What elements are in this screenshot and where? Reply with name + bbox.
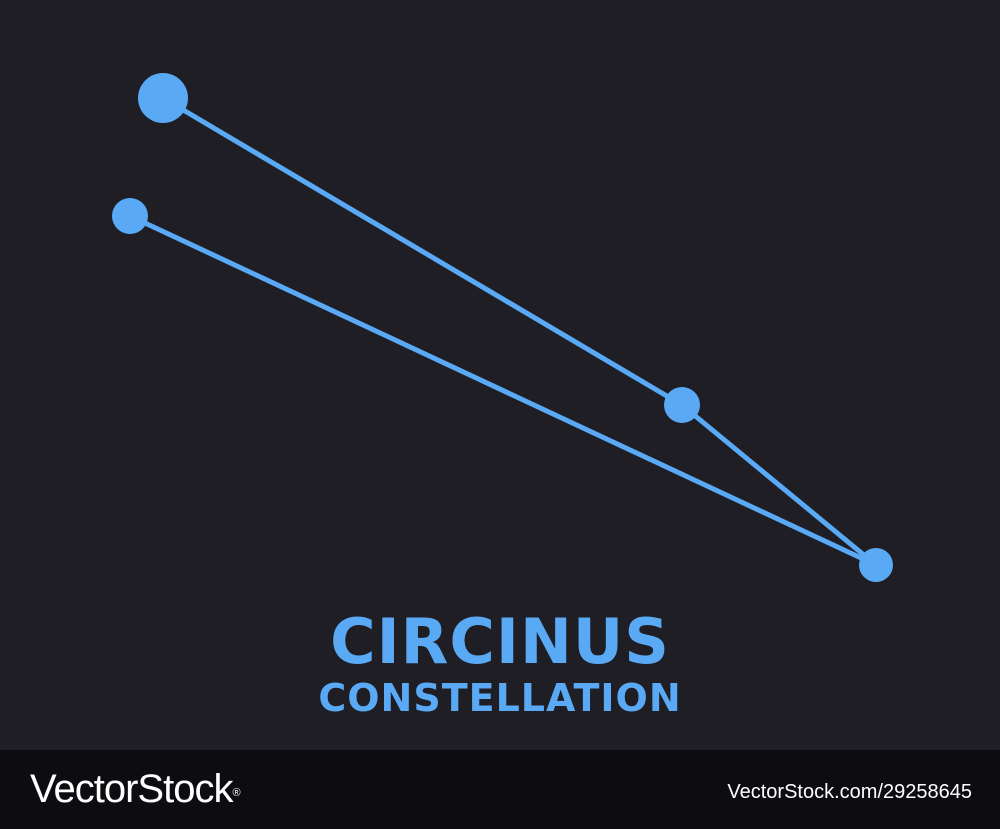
star-2 <box>112 198 148 234</box>
link-star-2-to-star-4 <box>127 213 879 568</box>
registered-mark: ® <box>232 787 241 799</box>
link-star-1-to-star-3 <box>160 95 685 408</box>
constellation-subtitle: CONSTELLATION <box>318 676 682 720</box>
constellation-title: CIRCINUS <box>330 605 670 678</box>
star-3 <box>664 387 700 423</box>
link-star-3-to-star-4 <box>679 402 879 568</box>
star-1 <box>138 73 188 123</box>
title-block: CIRCINUS CONSTELLATION <box>0 605 1000 721</box>
image-id: VectorStock.com/29258645 <box>727 781 972 803</box>
brand-name: VectorStock <box>30 767 233 811</box>
star-4 <box>859 548 893 582</box>
brand-logo: VectorStock® <box>30 764 241 814</box>
constellation-diagram <box>112 73 893 582</box>
watermark-footer: VectorStock® VectorStock.com/29258645 <box>0 750 1000 829</box>
